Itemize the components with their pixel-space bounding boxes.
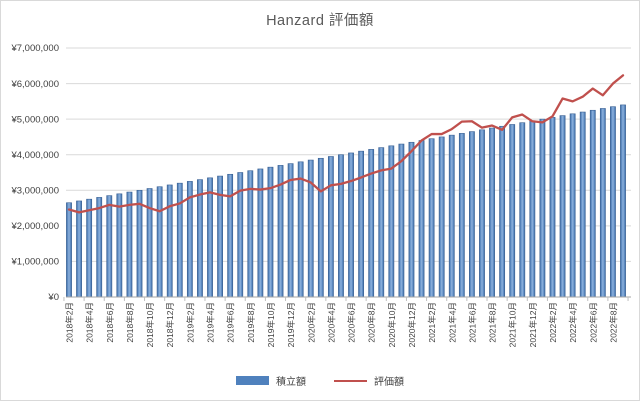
bar <box>106 195 113 298</box>
bar <box>579 111 586 298</box>
bar <box>519 122 526 298</box>
chart-title: Hanzard 評価額 <box>266 13 374 29</box>
bar <box>227 173 234 298</box>
bar <box>327 156 334 298</box>
bar <box>589 109 596 298</box>
y-axis-label: ¥0 <box>47 292 59 303</box>
value-line <box>67 74 625 214</box>
x-axis-label: 2019年12月 <box>286 302 296 347</box>
legend-line-label: 評価額 <box>374 377 404 388</box>
bar <box>317 157 324 298</box>
x-axis-label: 2018年8月 <box>125 302 135 343</box>
y-axis-label: ¥5,000,000 <box>10 114 59 125</box>
x-axis-label: 2019年2月 <box>185 302 195 343</box>
x-axis-label: 2020年2月 <box>306 302 316 343</box>
bar <box>338 154 344 298</box>
bar <box>569 113 576 298</box>
bar <box>197 179 203 298</box>
bar <box>136 189 143 298</box>
y-axis-label: ¥3,000,000 <box>10 185 59 196</box>
x-axis-label: 2019年10月 <box>266 302 276 347</box>
bar <box>176 182 183 298</box>
bar <box>116 193 123 298</box>
bar <box>66 202 72 298</box>
x-axis-label: 2021年2月 <box>427 302 437 343</box>
bar <box>297 161 304 298</box>
y-axis-label: ¥1,000,000 <box>10 257 59 268</box>
x-axis-label: 2021年12月 <box>528 302 538 347</box>
x-axis-label: 2018年4月 <box>85 302 95 343</box>
x-axis-label: 2018年12月 <box>165 302 175 347</box>
bar <box>76 200 82 298</box>
x-axis-label: 2019年4月 <box>206 302 216 343</box>
x-axis-label: 2018年6月 <box>105 302 115 343</box>
bar <box>438 136 445 298</box>
x-axis-label: 2022年2月 <box>548 302 558 343</box>
bar <box>96 197 103 298</box>
legend-bar-label: 積立額 <box>276 377 306 388</box>
bar <box>418 140 425 298</box>
bar <box>539 118 546 298</box>
bar <box>509 124 516 298</box>
bar <box>479 129 485 298</box>
x-axis-label: 2018年10月 <box>145 302 155 347</box>
x-axis-label: 2019年8月 <box>246 302 256 343</box>
bar <box>398 143 405 298</box>
bar <box>489 127 495 298</box>
y-axis-label: ¥2,000,000 <box>10 221 59 232</box>
bar <box>86 198 93 298</box>
legend: 積立額 評価額 <box>1 373 639 388</box>
x-axis-label: 2020年12月 <box>407 302 417 347</box>
bar <box>599 108 606 298</box>
x-axis-label: 2020年10月 <box>387 302 397 347</box>
y-axis-label: ¥6,000,000 <box>10 79 59 90</box>
x-axis-label: 2019年6月 <box>226 302 236 343</box>
bar <box>156 186 163 298</box>
bar <box>610 106 616 298</box>
bar <box>358 150 365 298</box>
x-axis-label: 2022年6月 <box>588 302 598 343</box>
bar <box>529 120 536 298</box>
bar <box>448 134 455 298</box>
bar <box>458 133 465 298</box>
x-axis-label: 2022年4月 <box>568 302 578 343</box>
bar <box>469 131 475 298</box>
y-axis-label: ¥4,000,000 <box>10 150 59 161</box>
bar <box>549 117 556 298</box>
x-axis-label: 2021年4月 <box>447 302 457 343</box>
x-axis-label: 2020年4月 <box>326 302 336 343</box>
legend-line-swatch <box>334 379 367 382</box>
bar <box>368 149 375 298</box>
bar <box>257 168 264 298</box>
bar <box>408 141 415 298</box>
bar <box>348 152 354 298</box>
bar <box>287 163 294 298</box>
bar <box>166 184 173 298</box>
x-axis-label: 2022年8月 <box>608 302 618 343</box>
x-axis-label: 2021年8月 <box>488 302 498 343</box>
bar <box>126 191 133 298</box>
bar <box>146 188 153 298</box>
legend-bar-swatch <box>236 376 269 385</box>
bar <box>559 115 566 298</box>
bar <box>620 104 626 298</box>
x-axis-label: 2018年2月 <box>65 302 75 343</box>
x-axis-label: 2020年6月 <box>347 302 357 343</box>
x-axis-label: 2020年8月 <box>367 302 377 343</box>
y-axis-label: ¥7,000,000 <box>10 43 59 54</box>
bar <box>499 125 506 298</box>
bar <box>428 138 435 298</box>
x-axis-label: 2021年6月 <box>467 302 477 343</box>
x-axis-label: 2021年10月 <box>508 302 518 347</box>
bar <box>207 177 213 298</box>
